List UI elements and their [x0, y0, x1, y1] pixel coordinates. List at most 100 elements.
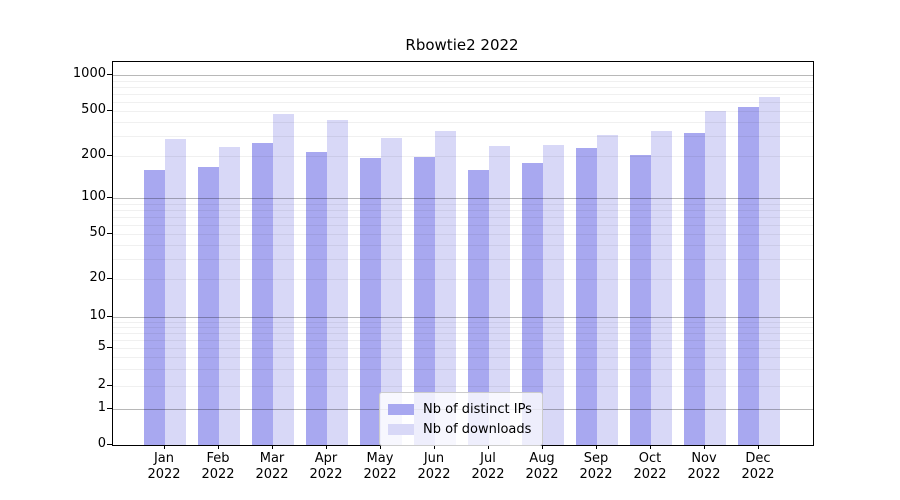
x-tick-mark	[164, 445, 165, 449]
x-tick-label-jul: Jul 2022	[458, 451, 518, 483]
bar-distinct-ips-dec	[738, 107, 759, 445]
bar-distinct-ips-aug	[522, 163, 543, 445]
bar-distinct-ips-mar	[252, 143, 273, 445]
y-tick-label: 20	[89, 270, 106, 285]
gridline-major	[113, 317, 813, 318]
bar-downloads-feb	[219, 147, 240, 445]
x-tick-label-aug: Aug 2022	[512, 451, 572, 483]
gridline-minor	[113, 321, 813, 323]
bar-downloads-jan	[165, 138, 186, 445]
x-tick-mark	[650, 445, 651, 449]
legend-label-downloads: Nb of downloads	[423, 421, 532, 437]
x-tick-mark	[488, 445, 489, 449]
x-tick-mark	[272, 445, 273, 449]
y-tick-mark	[107, 74, 112, 75]
bar-distinct-ips-sep	[576, 148, 597, 445]
x-tick-year-label: 2022	[741, 467, 775, 482]
bar-downloads-jul	[489, 146, 510, 445]
x-tick-mark	[704, 445, 705, 449]
x-tick-year-label: 2022	[579, 467, 613, 482]
bar-downloads-sep	[597, 134, 618, 445]
legend-swatch-downloads	[388, 423, 414, 435]
x-tick-label-nov: Nov 2022	[674, 451, 734, 483]
x-tick-mark	[434, 445, 435, 449]
y-tick-label: 1	[97, 400, 106, 415]
bar-distinct-ips-jan	[144, 169, 165, 445]
gridline-minor	[113, 348, 813, 349]
gridline-minor	[113, 234, 813, 235]
bar-downloads-aug	[543, 144, 564, 445]
bar-downloads-jun	[435, 130, 456, 445]
y-tick-mark	[107, 316, 112, 317]
x-tick-label-mar: Mar 2022	[242, 451, 302, 483]
y-tick-mark	[107, 408, 112, 409]
y-tick-mark	[107, 197, 112, 198]
x-tick-label-sep: Sep 2022	[566, 451, 626, 483]
gridline-minor	[113, 203, 813, 205]
x-tick-year-label: 2022	[471, 467, 505, 482]
gridline-minor	[113, 224, 813, 226]
gridline-minor	[113, 369, 813, 371]
x-tick-year-label: 2022	[687, 467, 721, 482]
legend-entry-downloads: Nb of downloads	[388, 419, 532, 439]
bar-distinct-ips-may	[360, 157, 381, 445]
y-tick-label: 200	[81, 147, 106, 162]
x-tick-mark	[542, 445, 543, 449]
x-tick-year-label: 2022	[525, 467, 559, 482]
gridline-minor	[113, 136, 813, 138]
gridline-major	[113, 75, 813, 76]
gridline-minor	[113, 357, 813, 359]
gridline-major	[113, 198, 813, 199]
y-tick-label: 0	[97, 436, 106, 451]
gridline-minor	[113, 209, 813, 211]
legend-entry-distinct-ips: Nb of distinct IPs	[388, 399, 532, 419]
x-tick-label-apr: Apr 2022	[296, 451, 356, 483]
y-tick-label: 10	[89, 308, 106, 323]
gridline-minor	[113, 279, 813, 280]
x-tick-year-label: 2022	[147, 467, 181, 482]
legend-swatch-distinct-ips	[388, 403, 414, 415]
x-tick-mark	[758, 445, 759, 449]
x-tick-year-label: 2022	[363, 467, 397, 482]
bar-downloads-may	[381, 137, 402, 445]
x-tick-label-jun: Jun 2022	[404, 451, 464, 483]
legend: Nb of distinct IPs Nb of downloads	[379, 392, 543, 446]
legend-label-distinct-ips: Nb of distinct IPs	[423, 401, 532, 417]
bar-downloads-apr	[327, 120, 348, 445]
gridline-minor	[113, 122, 813, 123]
y-tick-mark	[107, 347, 112, 348]
bar-distinct-ips-oct	[630, 155, 651, 445]
plot-area: Nb of distinct IPs Nb of downloads	[112, 61, 814, 446]
y-tick-mark	[107, 278, 112, 279]
y-tick-mark	[107, 233, 112, 234]
y-tick-label: 1000	[72, 66, 106, 81]
bar-distinct-ips-apr	[306, 151, 327, 445]
bar-downloads-dec	[759, 97, 780, 445]
x-tick-mark	[218, 445, 219, 449]
bar-downloads-oct	[651, 130, 672, 445]
x-tick-year-label: 2022	[309, 467, 343, 482]
gridline-minor	[113, 259, 813, 261]
y-tick-label: 5	[97, 339, 106, 354]
y-tick-label: 100	[81, 189, 106, 204]
y-tick-label: 50	[89, 225, 106, 240]
x-tick-label-feb: Feb 2022	[188, 451, 248, 483]
x-tick-label-dec: Dec 2022	[728, 451, 788, 483]
bar-distinct-ips-feb	[198, 167, 219, 445]
gridline-minor	[113, 339, 813, 341]
x-tick-year-label: 2022	[255, 467, 289, 482]
y-tick-mark	[107, 385, 112, 386]
bar-downloads-mar	[273, 114, 294, 445]
gridline-minor	[113, 86, 813, 88]
gridline-minor	[113, 101, 813, 103]
x-tick-year-label: 2022	[417, 467, 451, 482]
y-tick-label: 500	[81, 102, 106, 117]
x-tick-label-jan: Jan 2022	[134, 451, 194, 483]
gridline-minor	[113, 93, 813, 95]
y-tick-mark	[107, 444, 112, 445]
x-tick-year-label: 2022	[633, 467, 667, 482]
gridline-minor	[113, 111, 813, 112]
x-tick-mark	[326, 445, 327, 449]
gridline-minor	[113, 386, 813, 387]
